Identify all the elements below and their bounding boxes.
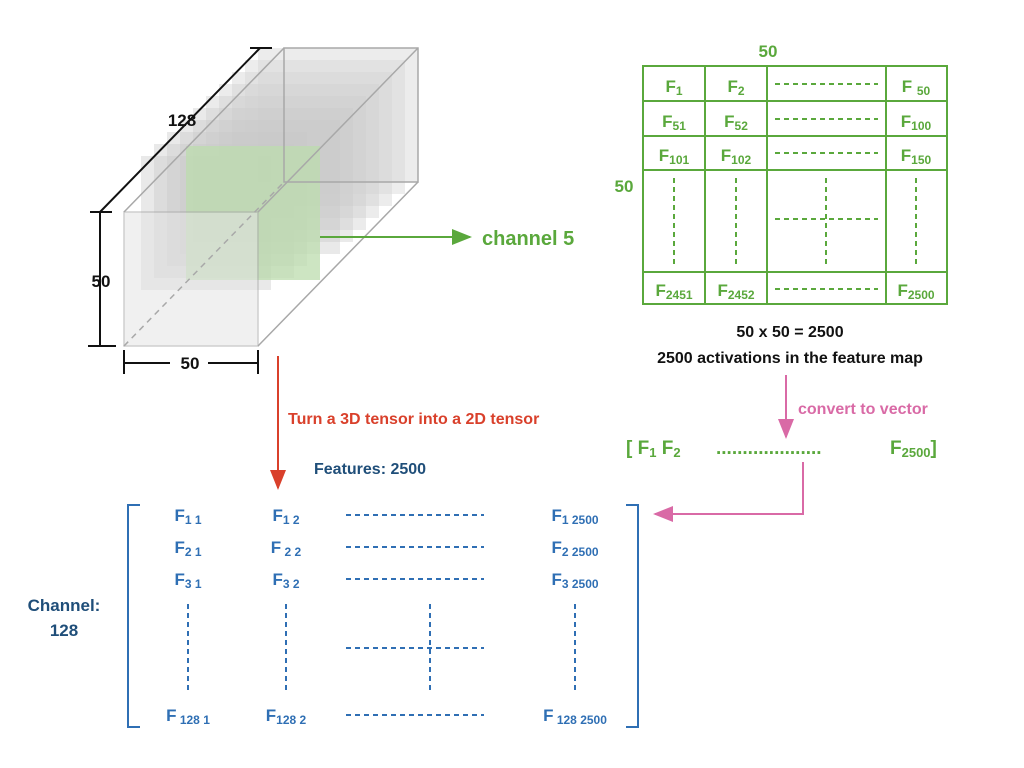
flatten-label: Turn a 3D tensor into a 2D tensor bbox=[288, 411, 539, 428]
cell-f101: F101 bbox=[659, 146, 690, 167]
cell-f1: F1 bbox=[665, 77, 682, 98]
m-cell-128-2: F128 2 bbox=[266, 706, 307, 727]
feature-vector-dots: .................... bbox=[716, 438, 822, 459]
feature-map-side-label: 50 bbox=[615, 177, 634, 196]
cell-f102: F102 bbox=[721, 146, 752, 167]
matrix-cells: F1 1 F1 2 F1 2500 F2 1 F 2 2 F2 2500 F3 … bbox=[166, 506, 607, 727]
features-label: Features: 2500 bbox=[314, 461, 426, 478]
matrix-brackets bbox=[127, 504, 639, 728]
tensor-cube bbox=[123, 47, 419, 347]
m-cell-2-2500: F2 2500 bbox=[551, 538, 598, 559]
m-cell-2-2: F 2 2 bbox=[271, 538, 302, 559]
width-label: 50 bbox=[181, 354, 200, 373]
feature-map-cells: F1 F2 F 50 F51 F52 F100 F101 F102 F150 F… bbox=[655, 77, 934, 302]
m-cell-3-2500: F3 2500 bbox=[551, 570, 598, 591]
width-dimension bbox=[123, 350, 259, 374]
feature-map-grid bbox=[642, 65, 948, 305]
feature-map-ellipsis bbox=[673, 83, 917, 290]
cell-f2: F2 bbox=[727, 77, 744, 98]
cell-f52: F52 bbox=[724, 112, 748, 133]
m-cell-1-2500: F1 2500 bbox=[551, 506, 598, 527]
feature-map-caption-2: 2500 activations in the feature map bbox=[657, 350, 923, 367]
height-dimension bbox=[88, 212, 116, 347]
m-cell-128-2500: F 128 2500 bbox=[543, 706, 607, 727]
depth-label: 128 bbox=[168, 111, 196, 130]
cell-f150: F150 bbox=[901, 146, 932, 167]
height-label: 50 bbox=[92, 272, 111, 291]
m-cell-3-2: F3 2 bbox=[272, 570, 299, 591]
cell-f2500: F2500 bbox=[897, 281, 934, 302]
feature-map-caption-1: 50 x 50 = 2500 bbox=[736, 324, 843, 341]
matrix-ellipsis bbox=[187, 514, 576, 716]
convert-label: convert to vector bbox=[798, 401, 928, 418]
feature-vector: [ F1 F2 bbox=[626, 438, 681, 460]
channel-count-label-2: 128 bbox=[50, 621, 78, 640]
m-cell-1-1: F1 1 bbox=[174, 506, 201, 527]
cell-f2452: F2452 bbox=[717, 281, 754, 302]
channel-count-label-1: Channel: bbox=[28, 596, 101, 615]
cell-f51: F51 bbox=[662, 112, 686, 133]
feature-map-top-label: 50 bbox=[759, 42, 778, 61]
vector-to-matrix-arrow bbox=[653, 462, 804, 522]
m-cell-2-1: F2 1 bbox=[174, 538, 201, 559]
m-cell-128-1: F 128 1 bbox=[166, 706, 210, 727]
cell-f2451: F2451 bbox=[655, 281, 692, 302]
feature-vector-end: F2500] bbox=[890, 438, 937, 460]
channel-label: channel 5 bbox=[482, 228, 574, 250]
cell-f50: F 50 bbox=[902, 77, 931, 98]
m-cell-1-2: F1 2 bbox=[272, 506, 299, 527]
m-cell-3-1: F3 1 bbox=[174, 570, 201, 591]
cell-f100: F100 bbox=[901, 112, 932, 133]
